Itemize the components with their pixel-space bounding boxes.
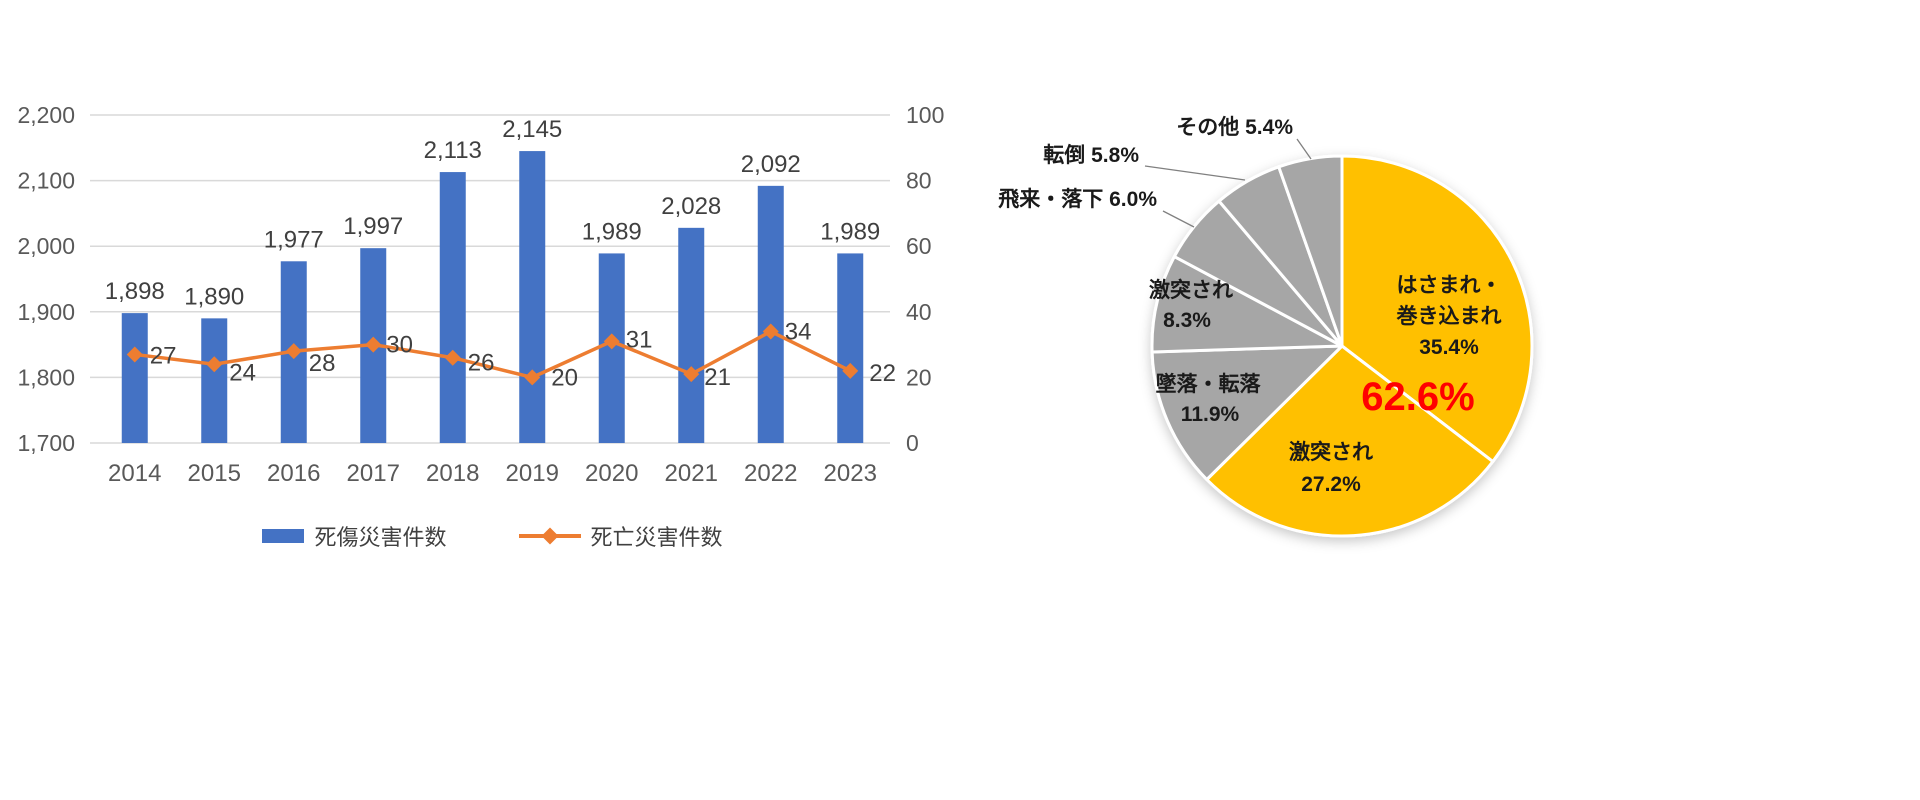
right-axis-tick-label: 20 <box>906 364 932 390</box>
x-axis-label: 2017 <box>347 460 400 487</box>
x-axis-label: 2015 <box>188 460 241 487</box>
right-axis-tick-label: 60 <box>906 233 932 259</box>
pie-pct-slice0: 35.4% <box>1419 336 1479 359</box>
bar <box>519 151 546 443</box>
legend-label-bar-series: 死傷災害件数 <box>314 525 447 550</box>
pie-label-slice3: 激突され <box>1149 278 1233 302</box>
pie-pct-slice1: 27.2% <box>1301 473 1361 496</box>
pie-label-slice6: その他 5.4% <box>1176 116 1293 139</box>
x-axis-label: 2023 <box>824 460 877 487</box>
line-marker-diamond-icon <box>842 362 859 379</box>
pie-label-slice4: 飛来・落下 6.0% <box>998 187 1157 211</box>
line-marker-diamond-icon <box>285 343 302 360</box>
bar <box>121 313 148 443</box>
line-marker-diamond-icon <box>762 323 779 340</box>
bar-line-chart: 1,700 1,800 1,900 2,000 2,100 2,200 0 20 40 60 80 1… <box>17 102 944 487</box>
bar <box>201 318 228 443</box>
line-value-label: 34 <box>785 318 812 345</box>
x-axis-label: 2014 <box>108 460 161 487</box>
pie-pct-slice3: 8.3% <box>1163 309 1211 332</box>
line-value-label: 30 <box>386 332 413 359</box>
bar-series-swatch-icon <box>262 529 305 543</box>
line-value-label: 24 <box>229 359 256 386</box>
chart-legend: 死傷災害件数 死亡災害件数 <box>95 520 890 552</box>
bar <box>439 172 466 443</box>
leader-line <box>1162 210 1195 228</box>
line-value-label: 28 <box>309 350 336 377</box>
line-value-label: 26 <box>468 350 495 377</box>
bar <box>837 253 864 443</box>
line-marker-diamond-icon <box>206 356 223 373</box>
line-value-label: 21 <box>704 364 731 391</box>
pie-label-slice0: はさまれ・ <box>1397 274 1502 297</box>
bar-value-label: 2,145 <box>502 116 562 143</box>
bar-value-label: 1,997 <box>343 213 403 240</box>
left-axis-tick-label: 2,100 <box>17 168 75 194</box>
diamond-marker-icon <box>541 527 558 545</box>
pie-label-slice2: 墜落・転落 <box>1156 372 1262 396</box>
line-marker-diamond-icon <box>683 366 700 383</box>
bar-value-label: 1,989 <box>820 218 880 245</box>
bar-value-label: 1,989 <box>582 218 642 245</box>
left-axis-tick-label: 1,900 <box>17 299 75 325</box>
leader-line <box>1296 138 1312 160</box>
bar-value-label: 1,977 <box>264 226 324 253</box>
left-axis-tick-label: 2,200 <box>17 102 75 128</box>
pie-slice-2 <box>1150 344 1344 482</box>
bar-value-label: 1,898 <box>105 278 165 305</box>
line-marker-diamond-icon <box>603 333 620 350</box>
line-marker-diamond-icon <box>444 349 461 366</box>
leader-line <box>1144 165 1246 181</box>
bar-value-label: 2,028 <box>661 193 721 220</box>
right-axis-tick-label: 100 <box>906 102 944 128</box>
pie-slice-3 <box>1150 255 1344 354</box>
pie-slices <box>1150 154 1534 538</box>
x-axis-label: 2016 <box>267 460 320 487</box>
x-axis-label: 2018 <box>426 460 479 487</box>
line-series <box>134 329 852 380</box>
right-axis-tick-label: 40 <box>906 299 932 325</box>
line-marker-diamond-icon <box>126 346 143 363</box>
pie-chart: はさまれ・巻き込まれ 35.4% 激突され 27.2% 墜落・転落 11.9% 激突され 8.… <box>998 116 1534 538</box>
pie-label-slice1: 激突され <box>1289 440 1373 464</box>
x-axis-label: 2019 <box>506 460 559 487</box>
line-value-label: 31 <box>626 326 653 353</box>
left-axis-tick-label: 1,700 <box>17 430 75 456</box>
bar <box>757 185 784 443</box>
pie-label-slice0: 巻き込まれ <box>1396 304 1502 328</box>
x-axis-label: 2020 <box>585 460 638 487</box>
bar <box>678 227 705 443</box>
line-value-label: 20 <box>551 364 578 391</box>
legend-item-line-series: 死亡災害件数 <box>518 520 723 552</box>
pie-pct-slice2: 11.9% <box>1181 403 1240 426</box>
pie-slice-1 <box>1205 344 1495 538</box>
legend-label-line-series: 死亡災害件数 <box>590 525 723 550</box>
pie-slice-6 <box>1277 154 1344 348</box>
line-marker-diamond-icon <box>365 336 382 353</box>
bar-value-label: 2,092 <box>741 151 801 178</box>
line-value-label: 27 <box>150 342 177 369</box>
right-axis-tick-label: 80 <box>906 168 932 194</box>
bar-value-label: 2,113 <box>424 137 482 164</box>
left-axis-tick-label: 2,000 <box>17 233 75 259</box>
pie-slice-0 <box>1340 154 1534 464</box>
line-marker-diamond-icon <box>524 369 541 386</box>
line-series-swatch-icon <box>518 527 581 545</box>
left-axis-tick-label: 1,800 <box>17 364 75 390</box>
pie-label-slice5: 転倒 5.8% <box>1043 143 1139 167</box>
right-axis-tick-label: 0 <box>906 430 919 456</box>
bar-value-label: 1,890 <box>184 283 244 310</box>
highlight-percentage: 62.6% <box>1361 375 1474 419</box>
legend-item-bar-series: 死傷災害件数 <box>262 520 447 552</box>
x-axis-label: 2022 <box>744 460 797 487</box>
x-axis-label: 2021 <box>665 460 718 487</box>
line-value-label: 22 <box>869 360 896 387</box>
